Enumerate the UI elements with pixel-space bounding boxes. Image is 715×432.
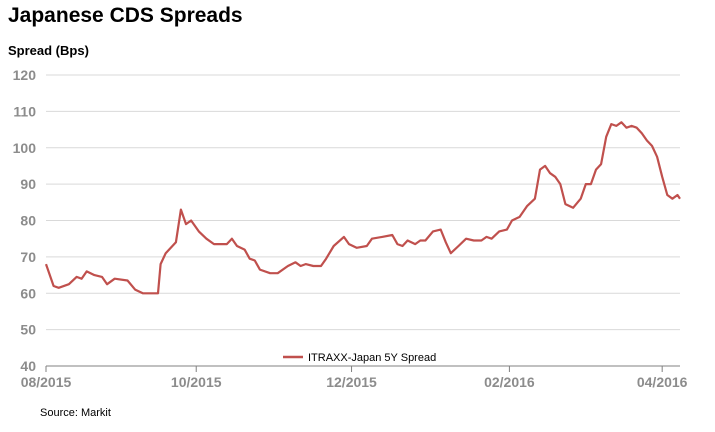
y-tick-label: 50 (20, 322, 36, 338)
y-axis-label: Spread (Bps) (8, 43, 89, 58)
y-tick-label: 40 (20, 358, 36, 374)
series-line-0 (44, 121, 681, 295)
x-tick-label: 10/2015 (171, 374, 222, 390)
legend: ITRAXX-Japan 5Y Spread (283, 352, 436, 364)
x-tick-label: 12/2015 (326, 374, 377, 390)
y-tick-label: 90 (20, 176, 36, 192)
x-tick-label: 02/2016 (484, 374, 535, 390)
x-axis: 08/2015 10/2015 12/2015 02/2016 04/2016 (21, 365, 688, 390)
x-tick-label: 08/2015 (21, 374, 72, 390)
chart-title: Japanese CDS Spreads (8, 4, 243, 27)
y-axis-ticks: 40 50 60 70 80 90 100 110 120 (13, 67, 37, 374)
legend-label: ITRAXX-Japan 5Y Spread (308, 352, 436, 364)
source-note: Source: Markit (40, 407, 111, 419)
x-tick-label: 04/2016 (637, 374, 688, 390)
y-tick-label: 80 (20, 213, 36, 229)
y-tick-label: 70 (20, 249, 36, 265)
y-tick-label: 100 (13, 140, 37, 156)
series-group (44, 121, 681, 295)
y-tick-label: 110 (13, 103, 36, 119)
y-tick-label: 120 (13, 67, 37, 83)
y-tick-label: 60 (20, 285, 36, 301)
